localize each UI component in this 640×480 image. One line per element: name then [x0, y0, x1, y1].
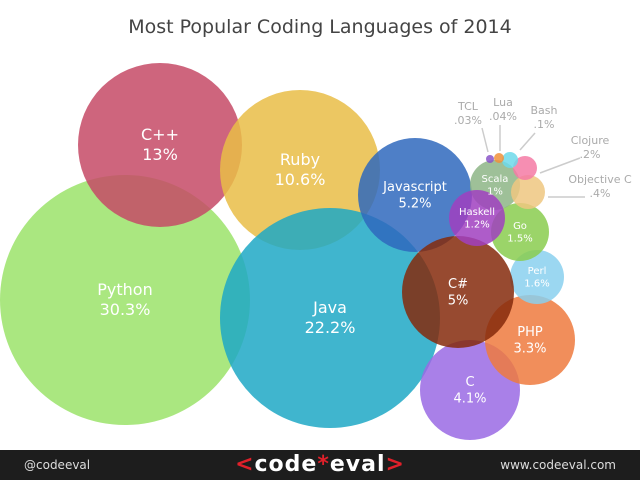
bubble-name-label: C# — [448, 277, 468, 292]
bubble-value-label: 1.6% — [524, 279, 549, 290]
codeeval-logo: <code*eval> — [235, 452, 405, 477]
bubble-value-label: 1.5% — [507, 234, 532, 245]
bubble-python — [0, 175, 250, 425]
bubble-csharp — [402, 236, 514, 348]
bubble-name-label: Scala — [482, 174, 509, 185]
bubble-name-label: Perl — [528, 266, 547, 277]
bubble-name-label: PHP — [517, 325, 543, 340]
bubble-value-label: 5.2% — [398, 196, 431, 211]
bubble-name-label: Javascript — [382, 180, 447, 195]
bubble-clojure — [513, 156, 537, 180]
bubble-java — [220, 208, 440, 428]
bubble-name-label: Python — [97, 280, 152, 299]
bubble-value-label: 13% — [142, 145, 178, 164]
bubble-value-label: 3.3% — [513, 341, 546, 356]
leader-line — [539, 157, 581, 174]
footer: @codeeval <code*eval> www.codeeval.com — [0, 450, 640, 480]
bubble-value-label: 5% — [448, 293, 469, 308]
bubble-value-label: 4.1% — [453, 391, 486, 406]
bubble-name-label: Bash — [531, 104, 558, 117]
bubble-name-label: Lua — [493, 96, 513, 109]
bubble-value-label: .04% — [489, 110, 517, 123]
bubble-name-label: Go — [513, 221, 527, 232]
bubble-name-label: TCL — [457, 100, 479, 113]
chart-title: Most Popular Coding Languages of 2014 — [128, 16, 512, 38]
bubble-name-label: Clojure — [571, 134, 610, 147]
bubble-name-label: Ruby — [280, 150, 320, 169]
bubble-name-label: C++ — [141, 125, 179, 144]
bubble-name-label: C — [465, 375, 474, 390]
bubble-lua — [494, 153, 504, 163]
bubble-tcl — [486, 155, 494, 163]
website-link[interactable]: www.codeeval.com — [500, 458, 616, 472]
bubble-value-label: .1% — [534, 118, 555, 131]
bubble-value-label: 10.6% — [275, 170, 326, 189]
bubble-haskell — [449, 190, 505, 246]
bubble-bash — [502, 152, 518, 168]
bubble-value-label: 22.2% — [305, 318, 356, 337]
bubble-javascript — [358, 138, 472, 252]
bubble-perl — [510, 250, 564, 304]
bubble-name-label: Java — [312, 298, 347, 317]
twitter-handle[interactable]: @codeeval — [24, 458, 91, 472]
bubble-value-label: .03% — [454, 114, 482, 127]
bubble-value-label: 30.3% — [100, 300, 151, 319]
bubble-go — [491, 203, 549, 261]
leader-line — [519, 132, 536, 151]
bubble-value-label: 1.2% — [464, 220, 489, 231]
bubble-cplusplus — [78, 63, 242, 227]
bubble-value-label: .4% — [590, 187, 611, 200]
bubble-objective-c — [511, 175, 545, 209]
bubble-value-label: .2% — [580, 148, 601, 161]
bubble-value-label: 1% — [487, 187, 503, 198]
bubble-name-label: Haskell — [459, 207, 495, 218]
leader-line — [481, 127, 489, 153]
bubble-name-label: Objective C — [568, 173, 632, 186]
